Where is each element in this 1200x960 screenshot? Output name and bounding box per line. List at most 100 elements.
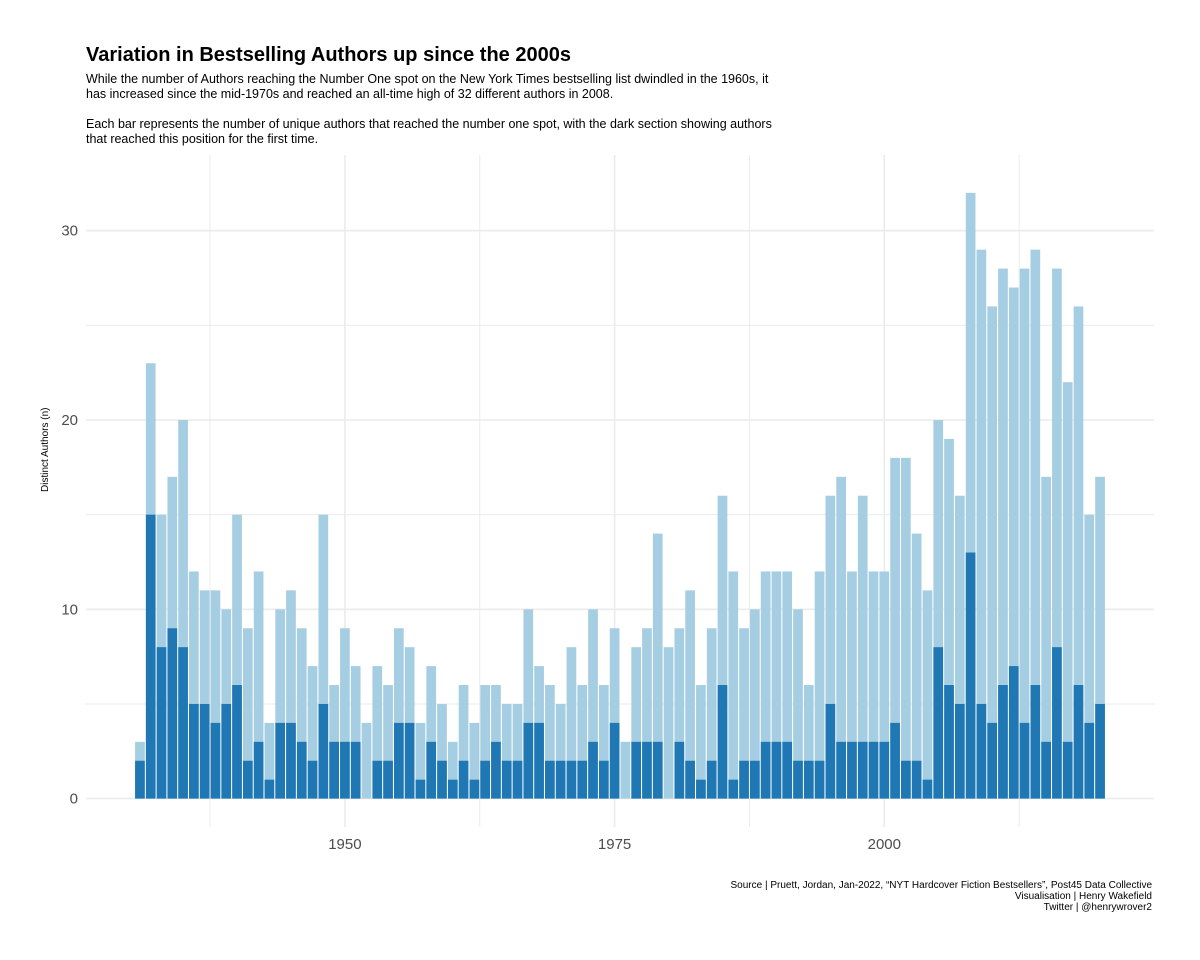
bar-total <box>588 609 598 799</box>
bar-first-time <box>1041 741 1051 799</box>
bar-first-time <box>404 722 415 799</box>
bar-total <box>803 685 814 799</box>
bar-first-time <box>1084 722 1095 799</box>
bar-first-time <box>329 741 339 799</box>
x-tick-label: 2000 <box>868 836 901 853</box>
bar-first-time <box>491 741 501 799</box>
bar-first-time <box>793 760 803 799</box>
bar-first-time <box>954 703 965 799</box>
bar-total <box>847 571 857 799</box>
bar-first-time <box>1030 685 1041 799</box>
bar-first-time <box>145 514 156 799</box>
bar-first-time <box>782 741 793 799</box>
bar-first-time <box>749 760 760 799</box>
bar-total <box>674 628 685 799</box>
bar-total <box>868 571 879 799</box>
bar-first-time <box>771 741 782 799</box>
caption-source: Source | Pruett, Jordan, Jan-2022, “NYT … <box>730 880 1152 891</box>
bar-first-time <box>965 552 976 799</box>
bar-first-time <box>577 760 588 799</box>
bar-total <box>663 647 674 799</box>
bar-total <box>437 703 447 799</box>
bar-total <box>242 628 253 799</box>
bar-total <box>1008 287 1019 799</box>
bar-total <box>825 495 836 799</box>
bar-first-time <box>242 760 253 799</box>
chart-title: Variation in Bestselling Authors up sinc… <box>86 44 571 66</box>
chart-caption: Source | Pruett, Jordan, Jan-2022, “NYT … <box>731 880 1152 913</box>
bar-total <box>976 249 987 799</box>
bar-total <box>857 495 868 799</box>
bar-first-time <box>836 741 847 799</box>
bar-first-time <box>447 779 458 799</box>
bar-first-time <box>728 779 739 799</box>
bar-first-time <box>534 722 544 799</box>
bar-first-time <box>178 647 188 799</box>
bar-first-time <box>523 722 534 799</box>
bar-first-time <box>1019 722 1030 799</box>
bar-total <box>318 514 329 799</box>
bar-total <box>372 666 383 799</box>
bar-total <box>296 628 307 799</box>
x-tick-label: 1975 <box>598 836 631 853</box>
bar-total <box>631 647 642 799</box>
bar-first-time <box>566 760 577 799</box>
bar-first-time <box>717 685 728 799</box>
bar-total <box>178 420 188 799</box>
bar-first-time <box>631 741 642 799</box>
bar-total <box>760 571 771 799</box>
bar-total <box>890 457 900 799</box>
bar-first-time <box>868 741 879 799</box>
bar-total <box>1041 476 1051 799</box>
bar-first-time <box>609 722 620 799</box>
bar-total <box>393 628 404 799</box>
bar-first-time <box>221 703 232 799</box>
bar-total <box>555 703 566 799</box>
bar-total <box>987 306 998 799</box>
bar-first-time <box>987 722 998 799</box>
y-tick-label: 30 <box>61 223 78 240</box>
bar-first-time <box>135 760 145 799</box>
bar-total <box>728 571 739 799</box>
bar-first-time <box>545 760 555 799</box>
bar-total <box>545 685 555 799</box>
bar-total <box>361 722 372 799</box>
bar-total <box>523 609 534 799</box>
bar-first-time <box>340 741 350 799</box>
bar-first-time <box>814 760 825 799</box>
bar-total <box>879 571 890 799</box>
bar-first-time <box>879 741 890 799</box>
bar-total <box>685 590 695 799</box>
bar-first-time <box>318 703 329 799</box>
bar-first-time <box>803 760 814 799</box>
bar-total <box>922 590 933 799</box>
bar-total <box>210 590 221 799</box>
bar-first-time <box>512 760 523 799</box>
bar-first-time <box>286 722 296 799</box>
bar-total <box>911 533 922 799</box>
bar-first-time <box>555 760 566 799</box>
bar-total <box>1073 306 1084 799</box>
bar-total <box>307 666 318 799</box>
bar-total <box>696 685 706 799</box>
bar-first-time <box>933 647 944 799</box>
bar-total <box>954 495 965 799</box>
bar-first-time <box>393 722 404 799</box>
bar-total <box>350 666 361 799</box>
bar-first-time <box>890 722 900 799</box>
bar-total <box>739 628 749 799</box>
bar-total <box>275 609 286 799</box>
bar-first-time <box>189 703 199 799</box>
bar-first-time <box>469 779 480 799</box>
bar-total <box>286 590 296 799</box>
bar-total <box>652 533 663 799</box>
subtitle-paragraph-1: While the number of Authors reaching the… <box>86 72 769 101</box>
bar-first-time <box>210 722 221 799</box>
bar-total <box>232 514 242 799</box>
bar-first-time <box>998 685 1008 799</box>
bar-total <box>469 722 480 799</box>
caption-twitter: Twitter | @henrywrover2 <box>1043 902 1152 913</box>
bar-total <box>814 571 825 799</box>
bar-total <box>609 628 620 799</box>
